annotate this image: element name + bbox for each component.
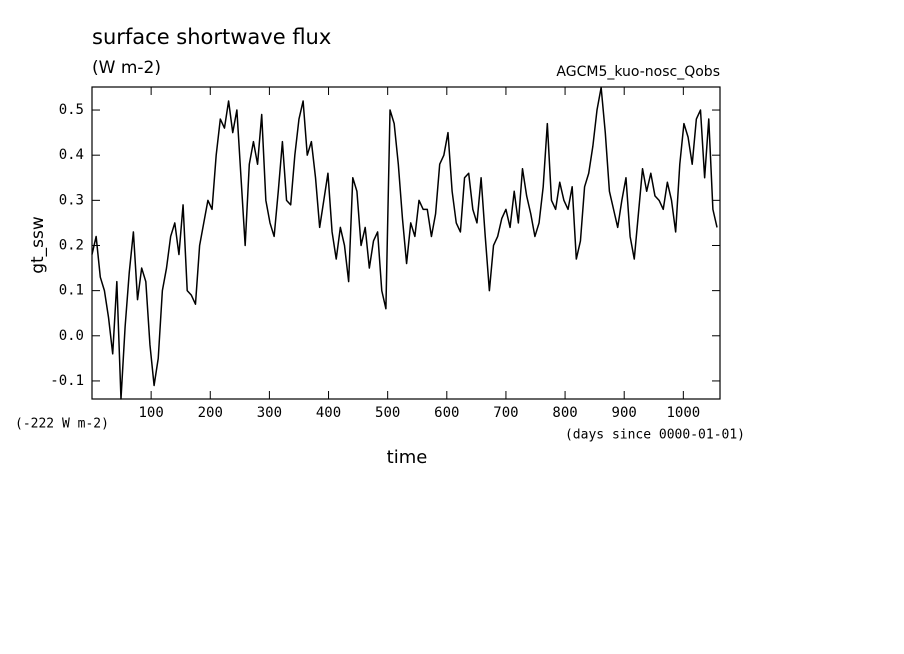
- plot-frame: [91, 86, 721, 400]
- y-axis-label: gt_ssw: [28, 216, 48, 274]
- x-unit-note: (days since 0000-01-01): [565, 428, 745, 443]
- x-tick-label: 400: [316, 405, 341, 421]
- x-tick-label: 500: [375, 405, 400, 421]
- data-line: [91, 86, 718, 400]
- y-tick-label: 0.2: [59, 237, 84, 253]
- x-tick-label: 1000: [666, 405, 700, 421]
- x-tick-label: 700: [493, 405, 518, 421]
- chart-subtitle: (W m-2): [92, 58, 161, 78]
- y-tick-label: 0.0: [59, 328, 84, 344]
- y-tick-label: 0.4: [59, 147, 84, 163]
- x-tick-label: 600: [434, 405, 459, 421]
- annotation: AGCM5_kuo-nosc_Qobs: [556, 64, 720, 80]
- x-tick-label: 900: [612, 405, 637, 421]
- y-tick-label: 0.5: [59, 102, 84, 118]
- x-axis-label: time: [387, 447, 428, 468]
- x-tick-label: 800: [552, 405, 577, 421]
- y-tick-label: -0.1: [50, 373, 84, 389]
- y-tick-label: 0.3: [59, 192, 84, 208]
- offset-note: (-222 W m-2): [15, 417, 109, 432]
- x-tick-label: 100: [138, 405, 163, 421]
- x-tick-label: 200: [198, 405, 223, 421]
- y-tick-label: 0.1: [59, 283, 84, 299]
- x-tick-label: 300: [257, 405, 282, 421]
- chart-title: surface shortwave flux: [92, 25, 331, 49]
